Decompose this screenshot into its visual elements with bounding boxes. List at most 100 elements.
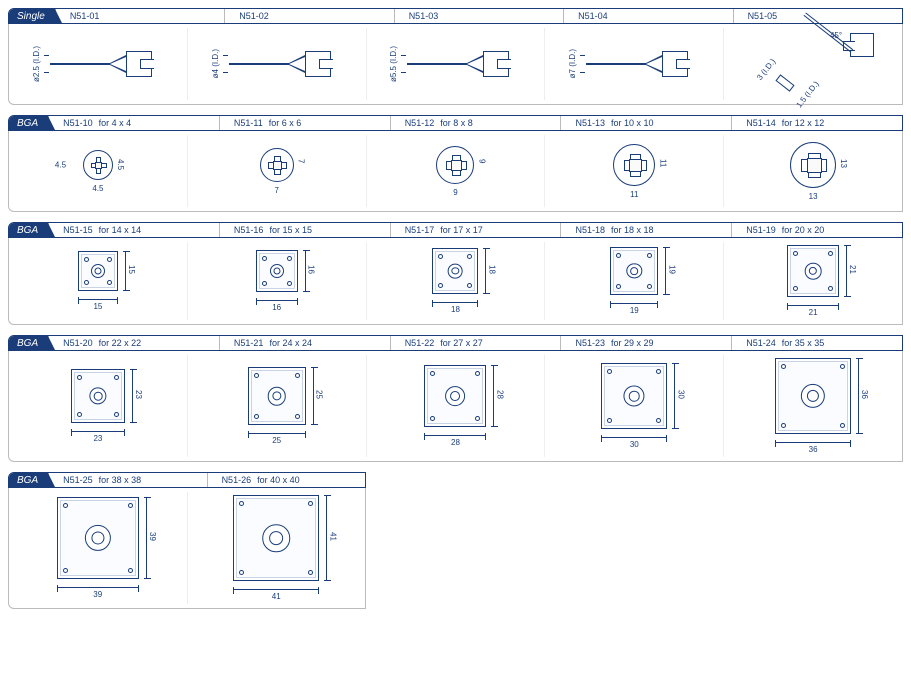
product-row: BGAN51-10for 4 x 4N51-11for 6 x 6N51-12f…: [8, 115, 903, 212]
dim-h: 9: [436, 188, 474, 197]
dim-extra: 4.5: [55, 160, 66, 169]
bga-round-diagram: 11: [613, 144, 655, 186]
category-label: BGA: [9, 116, 48, 130]
diagram-cell: 77: [187, 135, 366, 207]
nozzle-diagram: ø2.5 (I.D.): [32, 41, 164, 87]
product-code: N51-21: [234, 338, 264, 348]
bga-round-diagram: 13: [790, 142, 836, 188]
header-cell: N51-21for 24 x 24: [219, 336, 390, 350]
diameter-label: ø7 (I.D.): [568, 49, 577, 78]
product-desc: for 8 x 8: [440, 118, 473, 128]
bga-round-diagram: 4.54.5: [83, 150, 113, 180]
dim-h: 39: [57, 590, 139, 599]
product-code: N51-17: [405, 225, 435, 235]
diagram-cell: 1313: [723, 135, 902, 207]
product-code: N51-24: [746, 338, 776, 348]
dim-v: 41: [328, 532, 337, 541]
dim-h: 41: [233, 592, 319, 601]
product-code: N51-11: [234, 118, 263, 128]
dim-v: 36: [860, 390, 869, 399]
nozzle-diagram: ø7 (I.D.): [568, 41, 700, 87]
header-cell: N51-02: [224, 9, 393, 23]
row-body: 23232525282830303636: [8, 351, 903, 462]
diagram-cell: ø2.5 (I.D.): [9, 28, 187, 100]
product-code: N51-23: [575, 338, 605, 348]
bga-square-diagram: 23: [71, 369, 125, 423]
product-code: N51-03: [409, 11, 439, 21]
header-cell: N51-01: [55, 9, 224, 23]
bga-square-diagram: 16: [256, 250, 298, 292]
dim-label: 1.5 (I.D.): [795, 79, 821, 109]
dim-h: 28: [424, 438, 486, 447]
dim-h: 4.5: [83, 184, 113, 193]
product-desc: for 10 x 10: [611, 118, 654, 128]
product-code: N51-13: [575, 118, 605, 128]
dim-h: 7: [260, 186, 294, 195]
diagram-cell: 28 28: [366, 355, 545, 457]
bga-square-diagram: 36: [775, 358, 851, 434]
category-label: BGA: [9, 336, 48, 350]
product-desc: for 27 x 27: [440, 338, 483, 348]
product-code: N51-15: [63, 225, 93, 235]
product-desc: for 29 x 29: [611, 338, 654, 348]
dim-v: 23: [134, 390, 143, 399]
product-row: SingleN51-01N51-02N51-03N51-04N51-05ø2.5…: [8, 8, 903, 105]
row-header: BGAN51-20for 22 x 22N51-21for 24 x 24N51…: [8, 335, 903, 351]
dim-label: 3 (I.D.): [755, 57, 777, 82]
header-cell: N51-23 for 29 x 29: [560, 336, 731, 350]
row-header: BGAN51-25for 38 x 38N51-26for 40 x 40: [8, 472, 366, 488]
diagram-cell: 45°3 (I.D.)1.5 (I.D.): [723, 28, 902, 100]
product-code: N51-16: [234, 225, 264, 235]
product-desc: for 35 x 35: [782, 338, 825, 348]
bga-square-diagram: 15: [78, 251, 118, 291]
diagram-cell: ø5.5 (I.D.): [366, 28, 545, 100]
header-cell: N51-24 for 35 x 35: [731, 336, 902, 350]
diagram-cell: 21 21: [723, 242, 902, 320]
dim-v: 30: [676, 390, 685, 399]
product-code: N51-19: [746, 225, 776, 235]
dim-v: 21: [848, 265, 857, 274]
dim-h: 18: [432, 305, 478, 314]
dim-v: 4.5: [116, 159, 125, 170]
product-code: N51-20: [63, 338, 93, 348]
header-cell: N51-13 for 10 x 10: [560, 116, 731, 130]
bga-square-diagram: 28: [424, 365, 486, 427]
dim-v: 15: [127, 265, 136, 274]
header-cell: N51-20for 22 x 22: [48, 336, 219, 350]
diagram-cell: 99: [366, 135, 545, 207]
bga-round-diagram: 9: [436, 146, 474, 184]
row-body: 39 39 41 41: [8, 488, 366, 609]
product-code: N51-05: [748, 11, 778, 21]
product-desc: for 4 x 4: [99, 118, 132, 128]
diagram-cell: 1111: [544, 135, 723, 207]
row-body: 4.54.54.5779911111313: [8, 131, 903, 212]
row-body: 15151616181819192121: [8, 238, 903, 325]
dim-h: 36: [775, 445, 851, 454]
header-cell: N51-12for 8 x 8: [390, 116, 561, 130]
dim-v: 13: [839, 159, 848, 168]
dim-h: 15: [78, 302, 118, 311]
product-desc: for 40 x 40: [257, 475, 300, 485]
product-code: N51-04: [578, 11, 608, 21]
bga-square-diagram: 18: [432, 248, 478, 294]
product-code: N51-02: [239, 11, 269, 21]
dim-h: 11: [613, 190, 655, 199]
nozzle-diagram: ø4 (I.D.): [211, 41, 343, 87]
header-cell: N51-22 for 27 x 27: [390, 336, 561, 350]
diagram-cell: 1616: [187, 242, 366, 320]
product-code: N51-25: [63, 475, 93, 485]
nozzle-diagram: ø5.5 (I.D.): [389, 41, 521, 87]
dim-v: 18: [487, 265, 496, 274]
bga-square-diagram: 39: [57, 497, 139, 579]
dim-v: 16: [307, 265, 316, 274]
product-code: N51-22: [405, 338, 435, 348]
header-cell: N51-14for 12 x 12: [731, 116, 902, 130]
diagram-cell: 41 41: [187, 492, 366, 604]
dim-h: 21: [787, 308, 839, 317]
dim-v: 19: [667, 265, 676, 274]
row-body: ø2.5 (I.D.) ø4 (I.D.) ø5.5 (I.D.) ø7 (I.D.)…: [8, 24, 903, 105]
row-header: SingleN51-01N51-02N51-03N51-04N51-05: [8, 8, 903, 24]
product-code: N51-18: [575, 225, 605, 235]
diagram-cell: 2525: [187, 355, 366, 457]
bga-round-diagram: 7: [260, 148, 294, 182]
